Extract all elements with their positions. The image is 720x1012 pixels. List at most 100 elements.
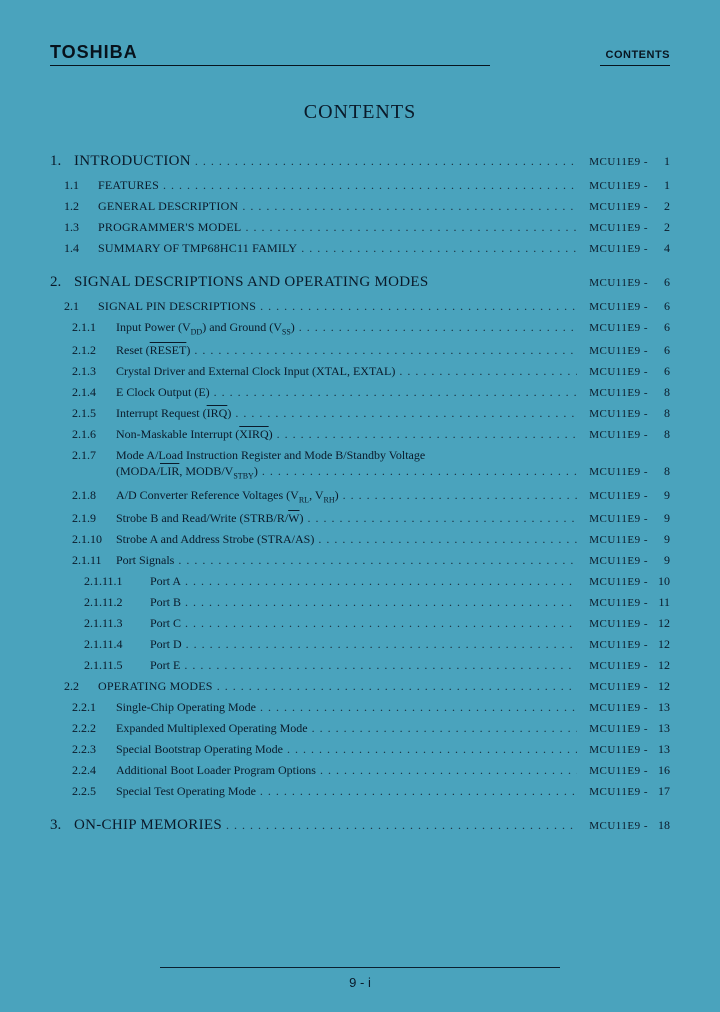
toc-number: 2.2.3 <box>50 743 112 755</box>
toc-row: 1.INTRODUCTIONMCU11E9 -1 <box>50 154 670 169</box>
toc-page-number: 9 <box>652 533 670 545</box>
toc-leader <box>287 743 577 755</box>
toc-text: Special Bootstrap Operating Mode <box>116 743 287 755</box>
toc-page-prefix: MCU11E9 - <box>577 535 652 546</box>
toc-row: 2.1.6Non-Maskable Interrupt (XIRQ)MCU11E… <box>50 428 670 441</box>
page-title: CONTENTS <box>50 101 670 124</box>
toc-number: 1.3 <box>50 221 94 233</box>
toc-number: 2.1.11 <box>50 554 112 566</box>
toc-page-number: 6 <box>652 344 670 356</box>
toc-page-number: 12 <box>652 680 670 692</box>
toc-leader <box>195 155 577 167</box>
toc-number: 2.1.11.4 <box>50 638 140 650</box>
toc-page-number: 8 <box>652 428 670 440</box>
toc-page-prefix: MCU11E9 - <box>577 157 652 168</box>
toc-text: Non-Maskable Interrupt (XIRQ) <box>116 428 277 440</box>
toc-number: 1.1 <box>50 179 94 191</box>
toc-number: 1.4 <box>50 242 94 254</box>
toc-page-prefix: MCU11E9 - <box>577 787 652 798</box>
toc-page-prefix: MCU11E9 - <box>577 514 652 525</box>
toc-leader <box>194 344 577 356</box>
table-of-contents: 1.INTRODUCTIONMCU11E9 -1 1.1 FEATURES MCU11… <box>50 154 670 833</box>
toc-page-number: 6 <box>652 321 670 333</box>
toc-row: 2.SIGNAL DESCRIPTIONS AND OPERATING MODE… <box>50 275 670 290</box>
toc-number: 2.1.1 <box>50 321 112 333</box>
toc-leader <box>163 179 577 191</box>
toc-number: 2.1.9 <box>50 512 112 524</box>
toc-row: 2.2.4Additional Boot Loader Program Opti… <box>50 764 670 777</box>
toc-leader <box>308 512 578 524</box>
toc-number: 2.1.2 <box>50 344 112 356</box>
toc-page-number: 12 <box>652 638 670 650</box>
toc-page-number: 1 <box>652 179 670 191</box>
toc-row: 2.1.1Input Power (VDD) and Ground (VSS)M… <box>50 321 670 336</box>
toc-text: OPERATING MODES <box>98 680 217 692</box>
toc-page-number: 18 <box>652 819 670 831</box>
toc-row: 2.2.3 Special Bootstrap Operating Mode MCU… <box>50 743 670 756</box>
toc-text: Additional Boot Loader Program Options <box>116 764 320 776</box>
toc-text: PROGRAMMER'S MODEL <box>98 221 245 233</box>
toc-leader <box>262 465 577 477</box>
toc-page-prefix: MCU11E9 - <box>577 202 652 213</box>
toc-page-prefix: MCU11E9 - <box>577 244 652 255</box>
toc-leader <box>184 659 577 671</box>
toc-text: Port C <box>150 617 185 629</box>
toc-page-prefix: MCU11E9 - <box>577 409 652 420</box>
toc-text: Mode A/Load Instruction Register and Mod… <box>116 449 429 461</box>
toc-row: 2.1.11.2Port BMCU11E9 -11 <box>50 596 670 609</box>
toc-page-prefix: MCU11E9 - <box>577 491 652 502</box>
toc-text: Input Power (VDD) and Ground (VSS) <box>116 321 299 336</box>
toc-page-number: 2 <box>652 200 670 212</box>
toc-number: 2.1.11.2 <box>50 596 140 608</box>
toc-leader <box>343 489 578 501</box>
toc-number: 2.1.11.3 <box>50 617 140 629</box>
toc-page-prefix: MCU11E9 - <box>577 598 652 609</box>
toc-page-prefix: MCU11E9 - <box>577 577 652 588</box>
toc-row: 1.3PROGRAMMER'S MODELMCU11E9 -2 <box>50 221 670 234</box>
toc-leader <box>242 200 577 212</box>
toc-leader <box>186 638 578 650</box>
toc-page-number: 8 <box>652 465 670 477</box>
toc-row: 2.1.3Crystal Driver and External Clock I… <box>50 365 670 378</box>
toc-page-number: 2 <box>652 221 670 233</box>
toc-text: GENERAL DESCRIPTION <box>98 200 242 212</box>
toc-text: Special Test Operating Mode <box>116 785 260 797</box>
toc-leader <box>185 596 577 608</box>
toc-leader <box>178 554 577 566</box>
toc-row: 2.2.1Single-Chip Operating ModeMCU11E9 -… <box>50 701 670 714</box>
toc-row: 2.1.11.1Port AMCU11E9 -10 <box>50 575 670 588</box>
toc-row: 2.1.7 Mode A/Load Instruction Register an… <box>50 449 670 461</box>
toc-text: E Clock Output (E) <box>116 386 214 398</box>
toc-page-number: 12 <box>652 659 670 671</box>
toc-number: 2.2 <box>50 680 94 692</box>
toc-row: 2.1.2Reset (RESET)MCU11E9 -6 <box>50 344 670 357</box>
toc-number: 2. <box>50 275 72 290</box>
toc-page-number: 8 <box>652 407 670 419</box>
toc-text: FEATURES <box>98 179 163 191</box>
toc-row: 2.1.10Strobe A and Address Strobe (STRA/… <box>50 533 670 546</box>
toc-leader <box>214 386 578 398</box>
toc-row: 1.1FEATURESMCU11E9 -1 <box>50 179 670 192</box>
toc-number: 2.1.11.1 <box>50 575 140 587</box>
toc-leader <box>312 722 578 734</box>
toc-text: Port B <box>150 596 185 608</box>
toc-page-number: 9 <box>652 512 670 524</box>
toc-page-prefix: MCU11E9 - <box>577 640 652 651</box>
toc-page-prefix: MCU11E9 - <box>577 724 652 735</box>
toc-leader <box>260 785 577 797</box>
brand-logo: TOSHIBA <box>50 42 138 63</box>
toc-number: 2.1.7 <box>50 449 112 461</box>
toc-page-prefix: MCU11E9 - <box>577 745 652 756</box>
toc-page-number: 13 <box>652 743 670 755</box>
toc-page-number: 8 <box>652 386 670 398</box>
toc-page-number: 16 <box>652 764 670 776</box>
toc-text: Strobe B and Read/Write (STRB/R/W) <box>116 512 308 524</box>
toc-row: 2.2.2Expanded Multiplexed Operating Mode… <box>50 722 670 735</box>
toc-text: Reset (RESET) <box>116 344 194 356</box>
toc-page-number: 1 <box>652 155 670 167</box>
toc-leader <box>235 407 577 419</box>
toc-row: 3.ON-CHIP MEMORIESMCU11E9 -18 <box>50 818 670 833</box>
toc-text: Port E <box>150 659 184 671</box>
toc-row: 2.1.4E Clock Output (E)MCU11E9 -8 <box>50 386 670 399</box>
toc-number: 1.2 <box>50 200 94 212</box>
